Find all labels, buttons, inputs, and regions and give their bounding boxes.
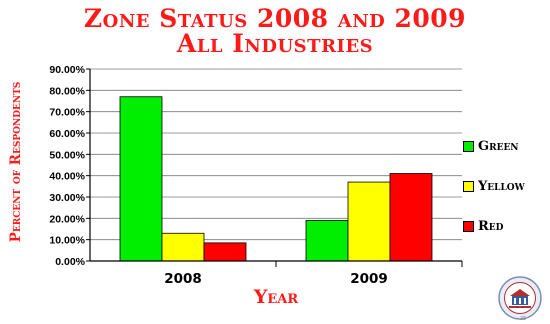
seal-icon	[498, 276, 542, 320]
x-tick-label: 2008	[164, 271, 202, 287]
y-tick-label: 70.00%	[49, 107, 85, 119]
x-axis-label: Year	[253, 286, 299, 308]
legend-swatch	[463, 220, 474, 232]
bar-red-2009	[389, 173, 433, 262]
bar-yellow-2008	[161, 232, 205, 262]
legend: Green Yellow Red	[463, 0, 550, 324]
legend-label: Red	[478, 218, 504, 234]
y-tick-label: 30.00%	[49, 192, 85, 204]
bar-red-2008	[203, 242, 247, 262]
y-tick-label: 60.00%	[49, 128, 85, 140]
legend-swatch	[463, 180, 474, 192]
y-tick-label: 40.00%	[49, 171, 85, 183]
legend-item-green: Green	[463, 138, 519, 154]
legend-swatch	[463, 140, 474, 152]
y-tick-label: 20.00%	[49, 213, 85, 225]
chart-title-line2: All Industries	[176, 29, 374, 58]
bar-yellow-2009	[347, 181, 391, 262]
chart-title-line1: Zone Status 2008 and 2009	[83, 4, 467, 33]
page-number: 35	[520, 316, 527, 322]
legend-item-red: Red	[463, 218, 503, 234]
y-tick-label: 10.00%	[49, 235, 85, 247]
y-tick-label: 50.00%	[49, 149, 85, 161]
bar-green-2008	[119, 96, 163, 262]
legend-item-yellow: Yellow	[463, 178, 525, 194]
bar-green-2009	[305, 220, 349, 262]
y-tick-label: 80.00%	[49, 85, 85, 97]
x-tick-label: 2009	[350, 271, 388, 287]
legend-label: Green	[478, 138, 519, 154]
y-tick-label: 0.00%	[55, 256, 85, 268]
y-tick-label: 90.00%	[49, 64, 85, 76]
legend-label: Yellow	[478, 178, 525, 194]
